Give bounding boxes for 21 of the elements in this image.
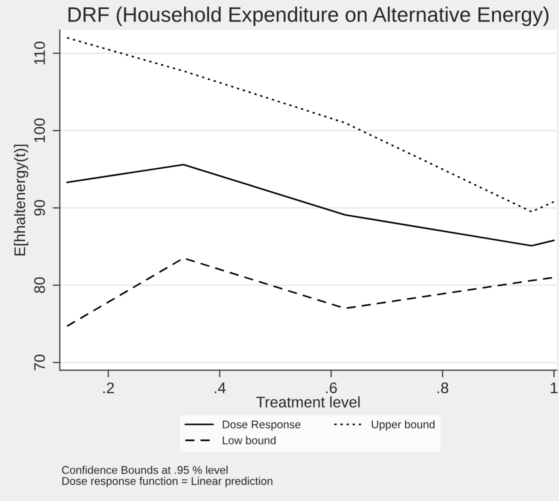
text: Confidence Bounds at .95 % level [62,466,228,474]
x-tick-label: .6 [326,382,337,394]
x-axis-title: Treatment level [256,396,360,408]
x-tick-label: .8 [438,382,448,394]
x-tick-label: .2 [103,382,114,394]
line-series [66,164,555,247]
y-tick-label: 70 [34,354,45,370]
chart-title: DRF (Household Expenditure on Alternative Energy) [68,6,548,26]
legend-label: Low bound [222,436,276,444]
y-tick-label: 110 [34,42,45,64]
text: Dose response function = Linear prediction [62,476,272,488]
y-axis-title: E[hhaltenergy(t)] [14,144,28,256]
legend-label: Upper bound [372,420,435,431]
line-series [66,37,555,213]
x-tick-label: 1 [550,382,558,394]
legend-label: Dose Response [222,420,300,431]
y-tick-label: 100 [34,118,45,142]
line-series [66,257,555,327]
x-tick-label: .4 [214,382,226,394]
y-tick-label: 90 [34,200,45,216]
y-tick-label: 80 [34,277,45,294]
